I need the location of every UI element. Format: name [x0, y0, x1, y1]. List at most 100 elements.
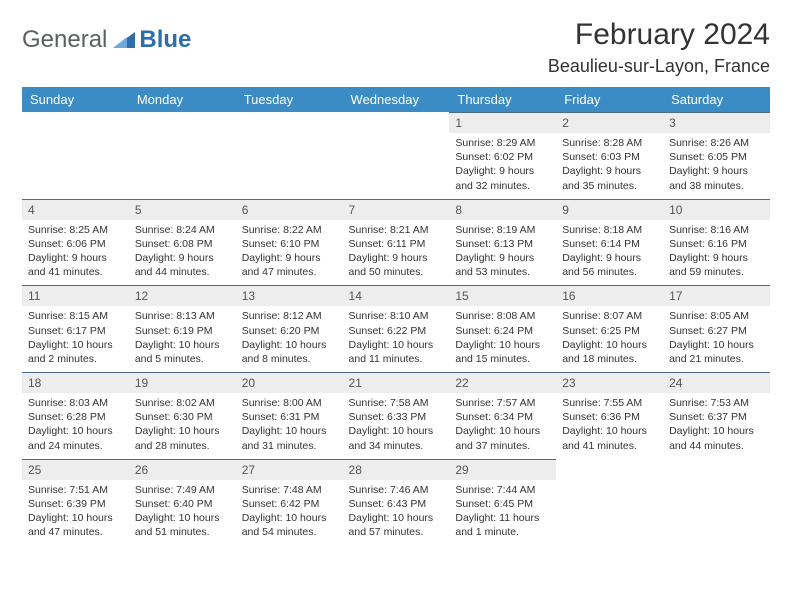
day-detail: Sunrise: 8:12 AMSunset: 6:20 PMDaylight:…	[236, 306, 343, 372]
calendar-cell: 24Sunrise: 7:53 AMSunset: 6:37 PMDayligh…	[663, 372, 770, 459]
day-detail: Sunrise: 8:28 AMSunset: 6:03 PMDaylight:…	[556, 133, 663, 199]
calendar-cell: 8Sunrise: 8:19 AMSunset: 6:13 PMDaylight…	[449, 199, 556, 286]
day-number: 5	[129, 199, 236, 220]
title-block: February 2024 Beaulieu-sur-Layon, France	[548, 18, 770, 77]
day-number: 1	[449, 112, 556, 133]
day-number: 14	[343, 285, 450, 306]
calendar-cell: 17Sunrise: 8:05 AMSunset: 6:27 PMDayligh…	[663, 285, 770, 372]
calendar-cell: .	[22, 112, 129, 199]
day-detail: Sunrise: 8:03 AMSunset: 6:28 PMDaylight:…	[22, 393, 129, 459]
weekday-header: Monday	[129, 87, 236, 112]
weekday-header: Tuesday	[236, 87, 343, 112]
calendar-cell: 14Sunrise: 8:10 AMSunset: 6:22 PMDayligh…	[343, 285, 450, 372]
day-detail: Sunrise: 8:26 AMSunset: 6:05 PMDaylight:…	[663, 133, 770, 199]
calendar-cell: 23Sunrise: 7:55 AMSunset: 6:36 PMDayligh…	[556, 372, 663, 459]
calendar-cell: 29Sunrise: 7:44 AMSunset: 6:45 PMDayligh…	[449, 459, 556, 546]
day-detail: Sunrise: 7:46 AMSunset: 6:43 PMDaylight:…	[343, 480, 450, 546]
day-detail: Sunrise: 8:22 AMSunset: 6:10 PMDaylight:…	[236, 220, 343, 286]
calendar-cell: 22Sunrise: 7:57 AMSunset: 6:34 PMDayligh…	[449, 372, 556, 459]
calendar-week-row: ....1Sunrise: 8:29 AMSunset: 6:02 PMDayl…	[22, 112, 770, 199]
brand-logo: General Blue	[22, 26, 191, 54]
day-detail: Sunrise: 8:18 AMSunset: 6:14 PMDaylight:…	[556, 220, 663, 286]
calendar-cell: 18Sunrise: 8:03 AMSunset: 6:28 PMDayligh…	[22, 372, 129, 459]
weekday-header: Wednesday	[343, 87, 450, 112]
calendar-cell: 5Sunrise: 8:24 AMSunset: 6:08 PMDaylight…	[129, 199, 236, 286]
calendar-week-row: 18Sunrise: 8:03 AMSunset: 6:28 PMDayligh…	[22, 372, 770, 459]
day-number: 19	[129, 372, 236, 393]
day-detail: Sunrise: 8:13 AMSunset: 6:19 PMDaylight:…	[129, 306, 236, 372]
day-detail: Sunrise: 8:07 AMSunset: 6:25 PMDaylight:…	[556, 306, 663, 372]
calendar-cell: 13Sunrise: 8:12 AMSunset: 6:20 PMDayligh…	[236, 285, 343, 372]
calendar-cell: .	[236, 112, 343, 199]
calendar-cell: 12Sunrise: 8:13 AMSunset: 6:19 PMDayligh…	[129, 285, 236, 372]
day-number: 10	[663, 199, 770, 220]
day-number: 24	[663, 372, 770, 393]
day-detail: Sunrise: 8:02 AMSunset: 6:30 PMDaylight:…	[129, 393, 236, 459]
calendar-cell: 20Sunrise: 8:00 AMSunset: 6:31 PMDayligh…	[236, 372, 343, 459]
day-detail: Sunrise: 7:53 AMSunset: 6:37 PMDaylight:…	[663, 393, 770, 459]
day-number: 27	[236, 459, 343, 480]
brand-part2: Blue	[139, 26, 191, 54]
day-number: 22	[449, 372, 556, 393]
calendar-cell: 1Sunrise: 8:29 AMSunset: 6:02 PMDaylight…	[449, 112, 556, 199]
day-number: 16	[556, 285, 663, 306]
calendar-cell: .	[343, 112, 450, 199]
day-number: 23	[556, 372, 663, 393]
day-detail: Sunrise: 8:16 AMSunset: 6:16 PMDaylight:…	[663, 220, 770, 286]
day-detail: Sunrise: 7:51 AMSunset: 6:39 PMDaylight:…	[22, 480, 129, 546]
day-number: 20	[236, 372, 343, 393]
day-detail: Sunrise: 8:00 AMSunset: 6:31 PMDaylight:…	[236, 393, 343, 459]
brand-part1: General	[22, 26, 107, 54]
calendar-body: ....1Sunrise: 8:29 AMSunset: 6:02 PMDayl…	[22, 112, 770, 545]
day-detail: Sunrise: 8:25 AMSunset: 6:06 PMDaylight:…	[22, 220, 129, 286]
day-number: 18	[22, 372, 129, 393]
day-number: 7	[343, 199, 450, 220]
day-detail: Sunrise: 7:48 AMSunset: 6:42 PMDaylight:…	[236, 480, 343, 546]
calendar-cell: 21Sunrise: 7:58 AMSunset: 6:33 PMDayligh…	[343, 372, 450, 459]
day-detail: Sunrise: 7:49 AMSunset: 6:40 PMDaylight:…	[129, 480, 236, 546]
brand-triangle-icon	[113, 30, 137, 50]
calendar-head: SundayMondayTuesdayWednesdayThursdayFrid…	[22, 87, 770, 112]
day-number: 8	[449, 199, 556, 220]
calendar-cell: 15Sunrise: 8:08 AMSunset: 6:24 PMDayligh…	[449, 285, 556, 372]
calendar-week-row: 25Sunrise: 7:51 AMSunset: 6:39 PMDayligh…	[22, 459, 770, 546]
day-detail: Sunrise: 7:58 AMSunset: 6:33 PMDaylight:…	[343, 393, 450, 459]
day-number: 25	[22, 459, 129, 480]
calendar-cell: 10Sunrise: 8:16 AMSunset: 6:16 PMDayligh…	[663, 199, 770, 286]
day-number: 4	[22, 199, 129, 220]
day-detail: Sunrise: 8:05 AMSunset: 6:27 PMDaylight:…	[663, 306, 770, 372]
weekday-header: Thursday	[449, 87, 556, 112]
calendar-cell: .	[129, 112, 236, 199]
calendar-cell: 11Sunrise: 8:15 AMSunset: 6:17 PMDayligh…	[22, 285, 129, 372]
calendar-week-row: 4Sunrise: 8:25 AMSunset: 6:06 PMDaylight…	[22, 199, 770, 286]
day-number: 28	[343, 459, 450, 480]
calendar-cell: 16Sunrise: 8:07 AMSunset: 6:25 PMDayligh…	[556, 285, 663, 372]
day-number: 2	[556, 112, 663, 133]
day-number: 12	[129, 285, 236, 306]
day-detail: Sunrise: 8:08 AMSunset: 6:24 PMDaylight:…	[449, 306, 556, 372]
weekday-header: Saturday	[663, 87, 770, 112]
day-number: 11	[22, 285, 129, 306]
calendar-cell: .	[556, 459, 663, 546]
month-title: February 2024	[548, 18, 770, 52]
day-detail: Sunrise: 8:24 AMSunset: 6:08 PMDaylight:…	[129, 220, 236, 286]
location: Beaulieu-sur-Layon, France	[548, 56, 770, 77]
calendar-cell: 28Sunrise: 7:46 AMSunset: 6:43 PMDayligh…	[343, 459, 450, 546]
calendar-week-row: 11Sunrise: 8:15 AMSunset: 6:17 PMDayligh…	[22, 285, 770, 372]
day-number: 6	[236, 199, 343, 220]
day-number: 13	[236, 285, 343, 306]
day-number: 9	[556, 199, 663, 220]
day-detail: Sunrise: 7:44 AMSunset: 6:45 PMDaylight:…	[449, 480, 556, 546]
day-detail: Sunrise: 8:29 AMSunset: 6:02 PMDaylight:…	[449, 133, 556, 199]
calendar-cell: 2Sunrise: 8:28 AMSunset: 6:03 PMDaylight…	[556, 112, 663, 199]
calendar-cell: 4Sunrise: 8:25 AMSunset: 6:06 PMDaylight…	[22, 199, 129, 286]
day-detail: Sunrise: 8:19 AMSunset: 6:13 PMDaylight:…	[449, 220, 556, 286]
calendar-cell: .	[663, 459, 770, 546]
calendar-cell: 9Sunrise: 8:18 AMSunset: 6:14 PMDaylight…	[556, 199, 663, 286]
day-number: 29	[449, 459, 556, 480]
weekday-header: Friday	[556, 87, 663, 112]
day-number: 17	[663, 285, 770, 306]
day-detail: Sunrise: 8:21 AMSunset: 6:11 PMDaylight:…	[343, 220, 450, 286]
calendar-cell: 3Sunrise: 8:26 AMSunset: 6:05 PMDaylight…	[663, 112, 770, 199]
calendar-cell: 26Sunrise: 7:49 AMSunset: 6:40 PMDayligh…	[129, 459, 236, 546]
